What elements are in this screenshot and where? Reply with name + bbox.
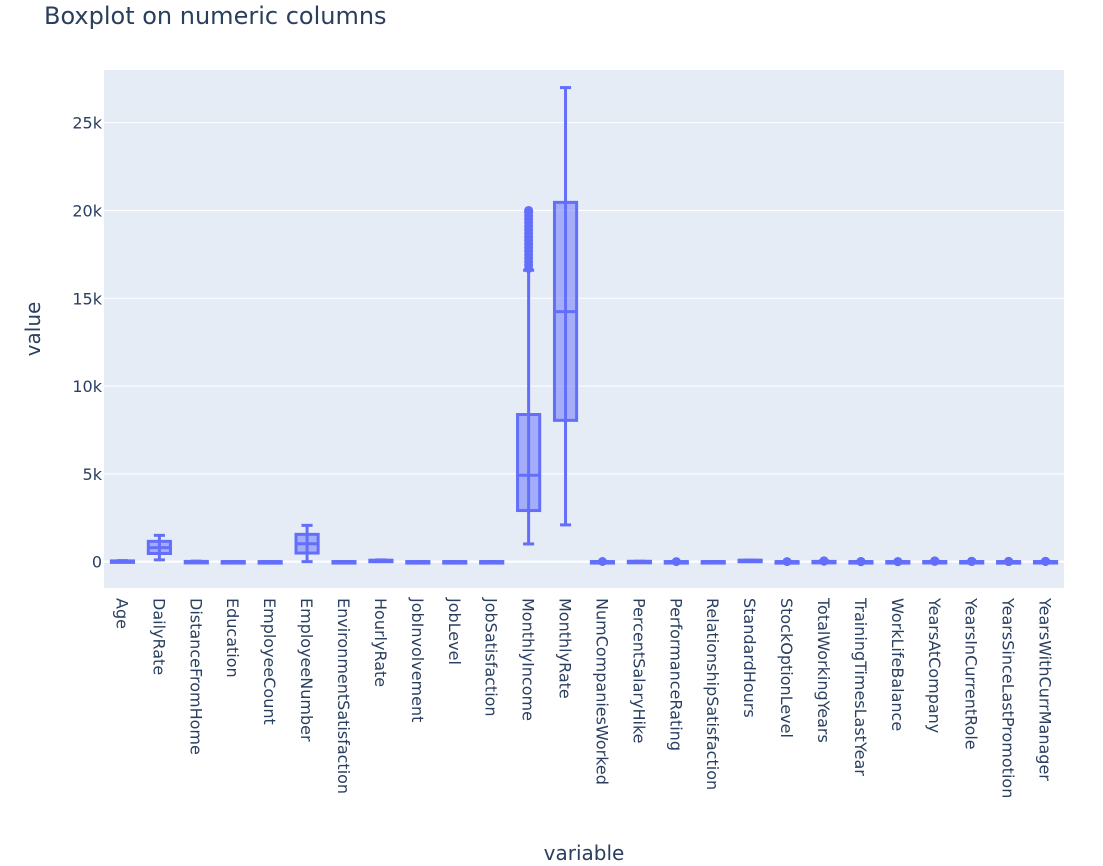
- box-RelationshipSatisfaction: [700, 560, 726, 565]
- outlier-point: [967, 556, 977, 566]
- x-tick-labels: Age DailyRate DistanceFromHome Education Emp…: [112, 597, 1054, 798]
- x-tick-label: MonthlyIncome: [519, 598, 538, 721]
- box-YearsWithCurrManager: [1032, 556, 1059, 566]
- box-TrainingTimesLastYear: [848, 557, 874, 567]
- box-YearsInCurrentRole: [959, 556, 985, 566]
- x-tick-label: NumCompaniesWorked: [592, 598, 611, 785]
- x-tick-label: YearsWithCurrManager: [1036, 597, 1055, 781]
- outlier-point: [930, 556, 940, 566]
- outlier-point: [893, 557, 903, 567]
- box-iqr: [516, 413, 542, 513]
- y-tick-label: 10k: [72, 377, 102, 396]
- x-tick-label: EmployeeNumber: [297, 598, 316, 742]
- outlier-point: [1041, 556, 1051, 566]
- x-tick-label: Education: [223, 598, 242, 678]
- box-MonthlyRate: [552, 86, 579, 527]
- x-tick-label: JobInvolvement: [408, 597, 427, 722]
- box-TotalWorkingYears: [811, 556, 837, 566]
- x-tick-label: YearsSinceLastPromotion: [999, 597, 1018, 798]
- x-tick-label: PercentSalaryHike: [629, 598, 648, 743]
- x-tick-label: DistanceFromHome: [186, 598, 205, 755]
- box-PercentSalaryHike: [626, 559, 652, 565]
- x-tick-label: StandardHours: [740, 598, 759, 718]
- box-YearsAtCompany: [922, 556, 948, 566]
- plot-background: [104, 70, 1064, 588]
- box-MonthlyIncome: [516, 205, 542, 546]
- box-JobInvolvement: [405, 560, 431, 565]
- x-tick-label: DailyRate: [149, 598, 168, 675]
- x-tick-label: RelationshipSatisfaction: [703, 598, 722, 790]
- y-tick-label: 20k: [72, 201, 102, 220]
- x-tick-label: HourlyRate: [371, 598, 390, 687]
- outlier-point: [819, 556, 829, 566]
- y-tick-labels: 0 5k 10k 15k 20k 25k: [72, 114, 102, 572]
- y-tick-label: 15k: [72, 289, 102, 308]
- box-WorkLifeBalance: [885, 557, 911, 567]
- x-tick-label: StockOptionLevel: [777, 598, 796, 738]
- x-tick-label: YearsAtCompany: [925, 597, 944, 733]
- x-tick-label: Age: [112, 598, 131, 629]
- outlier-point: [856, 557, 866, 567]
- box-DistanceFromHome: [183, 559, 209, 565]
- x-tick-label: TotalWorkingYears: [814, 597, 833, 743]
- y-axis-title: value: [21, 302, 45, 357]
- box-EmployeeNumber: [294, 523, 320, 564]
- outlier-point: [782, 557, 792, 567]
- outlier-point: [671, 557, 681, 567]
- box-DailyRate: [146, 533, 172, 562]
- y-tick-label: 5k: [83, 465, 103, 484]
- box-Age: [109, 559, 136, 564]
- box-HourlyRate: [368, 558, 394, 564]
- box-NumCompaniesWorked: [589, 557, 616, 567]
- x-tick-label: EmployeeCount: [260, 598, 279, 725]
- box-PerformanceRating: [663, 557, 689, 567]
- outlier-point: [524, 205, 534, 215]
- x-tick-label: MonthlyRate: [556, 598, 575, 699]
- x-tick-label: JobLevel: [445, 597, 464, 665]
- x-tick-label: EnvironmentSatisfaction: [334, 598, 353, 794]
- x-tick-label: PerformanceRating: [666, 598, 685, 751]
- y-tick-label: 0: [92, 553, 102, 572]
- box-Education: [220, 560, 246, 565]
- box-JobSatisfaction: [479, 560, 505, 565]
- outlier-point: [1004, 556, 1014, 566]
- box-StockOptionLevel: [774, 557, 800, 567]
- chart-title: Boxplot on numeric columns: [44, 2, 387, 30]
- x-tick-label: JobSatisfaction: [482, 597, 501, 717]
- box-YearsSinceLastPromotion: [996, 556, 1022, 567]
- box-EnvironmentSatisfaction: [331, 560, 357, 565]
- x-tick-label: WorkLifeBalance: [888, 598, 907, 731]
- box-series: [109, 86, 1059, 567]
- y-tick-label: 25k: [72, 114, 102, 133]
- box-StandardHours: [737, 558, 763, 564]
- outlier-point: [597, 557, 607, 567]
- x-tick-label: YearsInCurrentRole: [962, 597, 981, 750]
- x-axis-title: variable: [544, 841, 625, 865]
- box-JobLevel: [442, 560, 468, 565]
- box-EmployeeCount: [257, 560, 283, 565]
- x-tick-label: TrainingTimesLastYear: [851, 597, 870, 776]
